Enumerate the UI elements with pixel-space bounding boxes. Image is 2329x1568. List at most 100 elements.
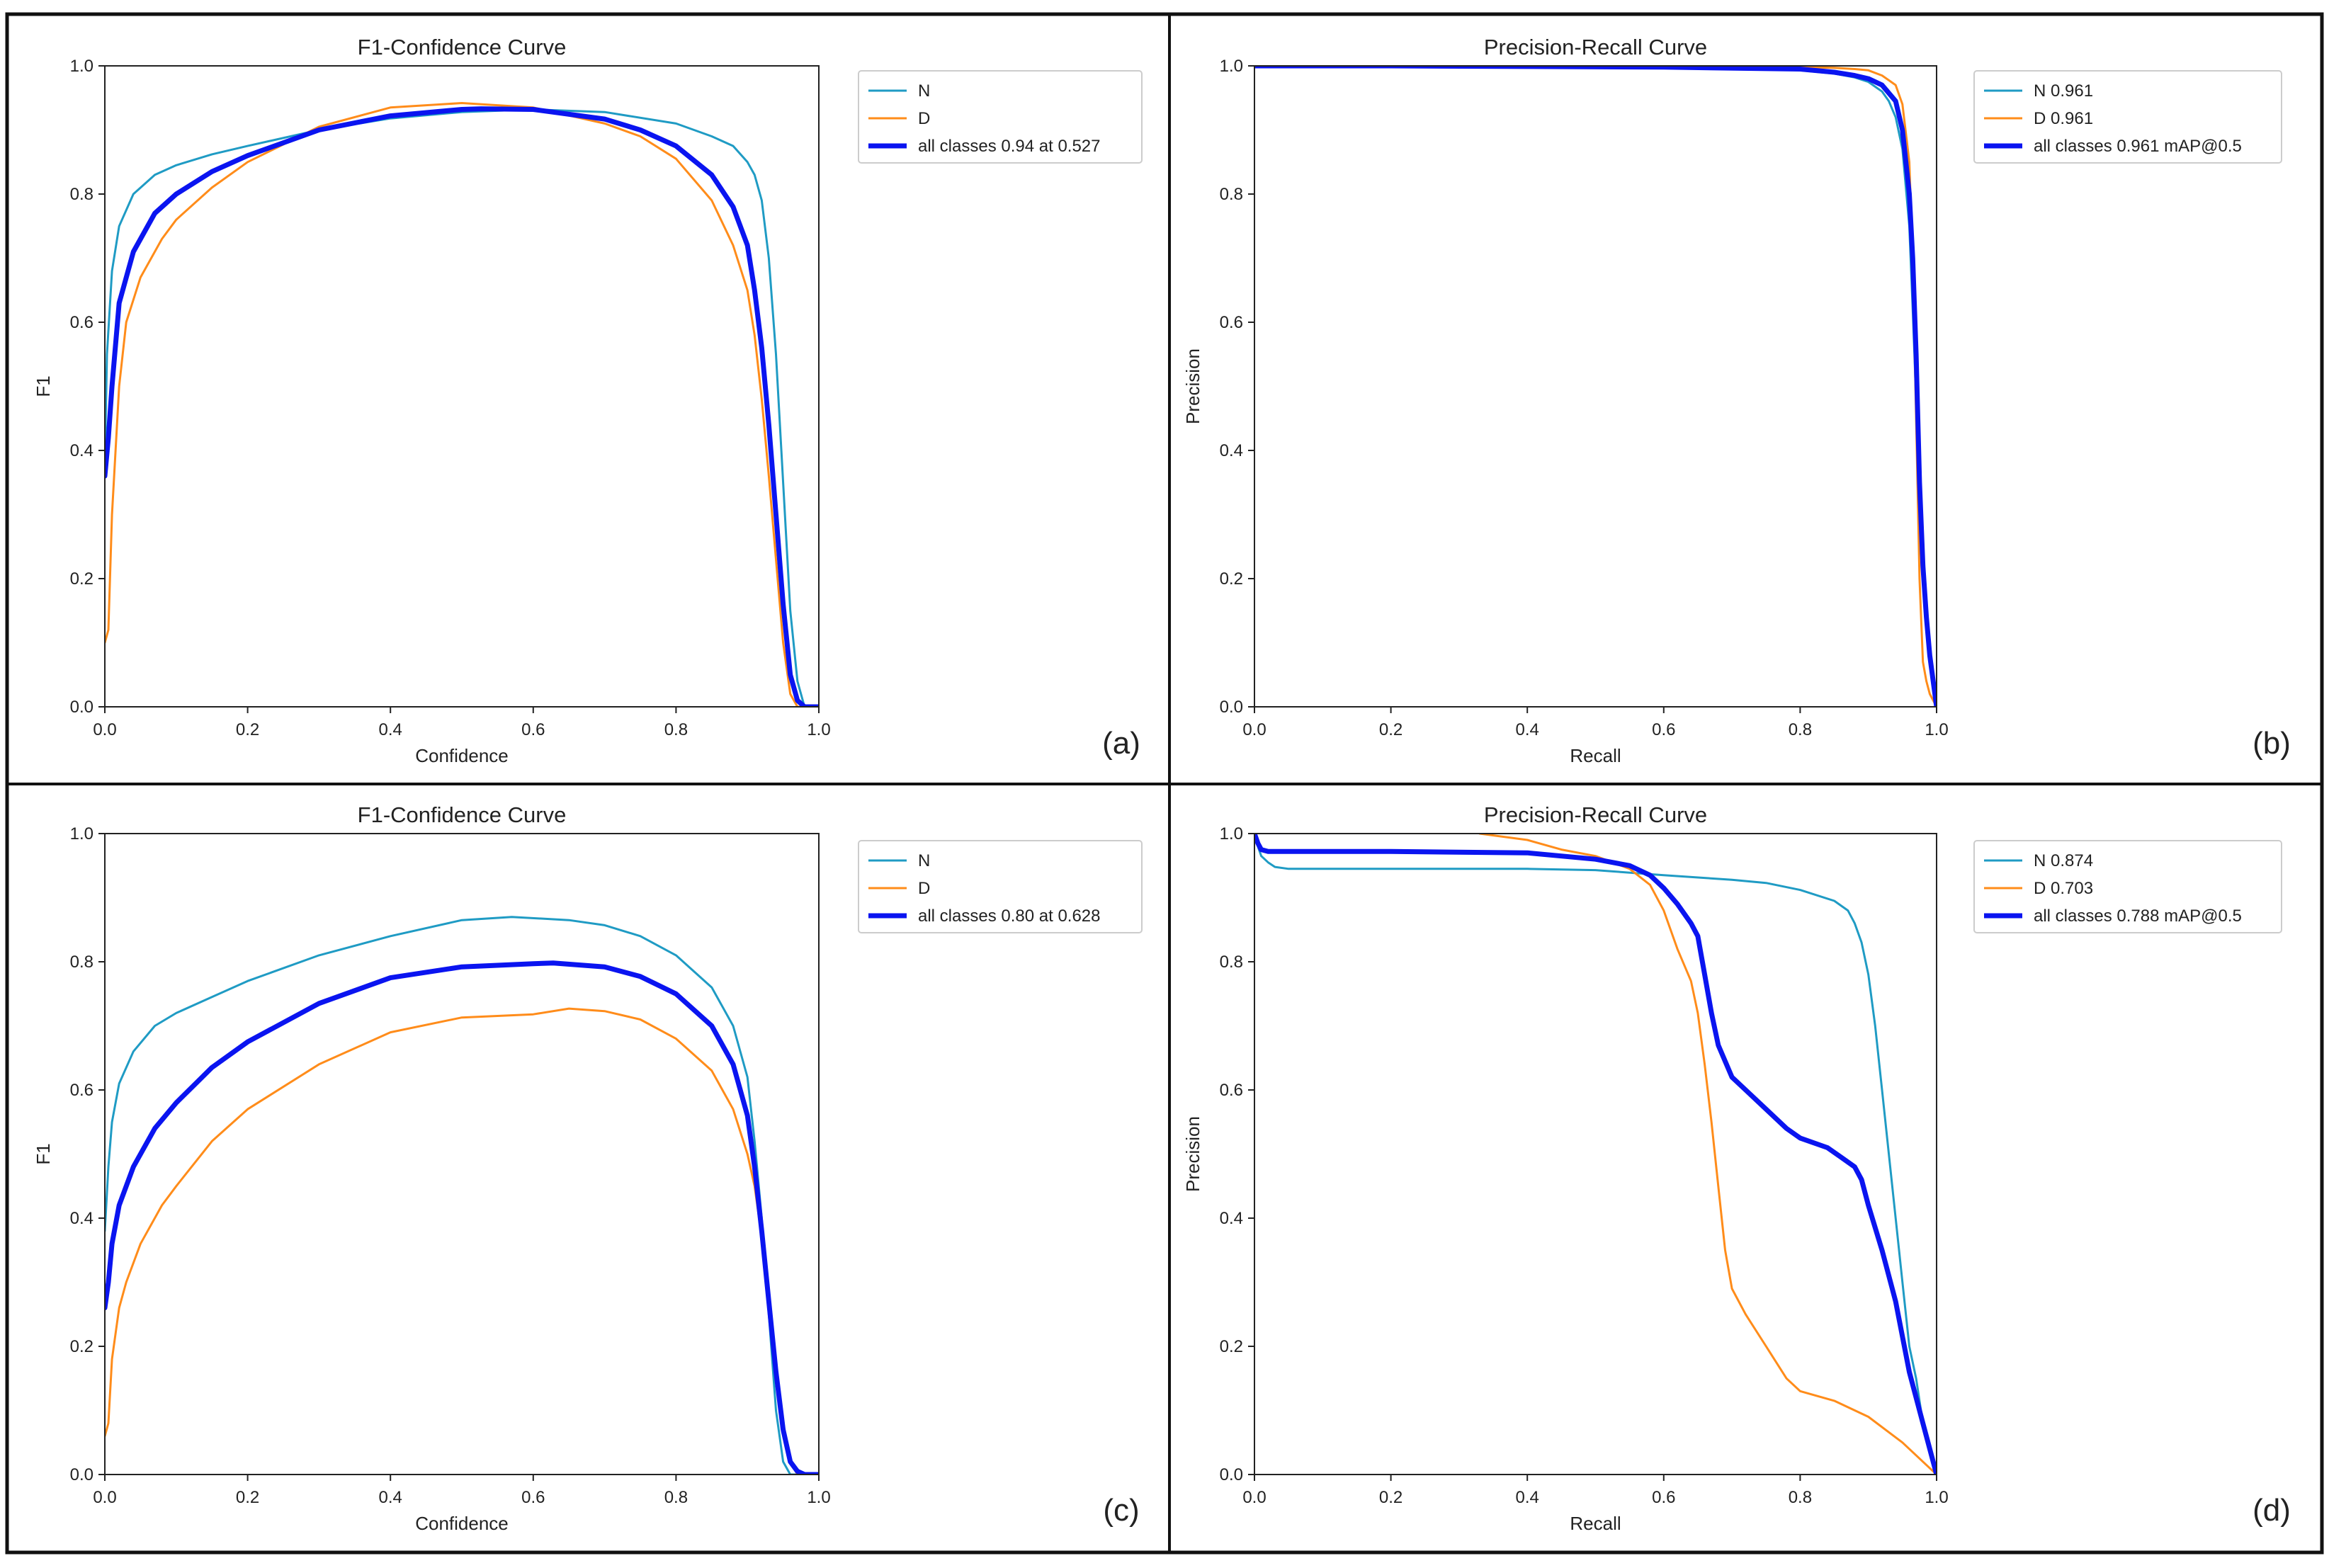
series-lines (1254, 66, 1937, 707)
y-tick-label: 0.4 (70, 441, 94, 460)
x-tick-label: 0.6 (1652, 1488, 1675, 1507)
y-axis-label: Precision (1182, 348, 1203, 424)
legend-label: N 0.874 (2034, 851, 2093, 870)
legend-label: all classes 0.80 at 0.628 (918, 907, 1101, 926)
legend-label: all classes 0.961 mAP@0.5 (2034, 137, 2242, 156)
y-tick-label: 0.4 (1220, 1209, 1243, 1228)
x-tick-label: 0.8 (664, 720, 688, 739)
series-line-all (1254, 66, 1937, 707)
y-tick-label: 0.2 (70, 1337, 94, 1356)
x-tick-label: 0.2 (1379, 720, 1402, 739)
legend-label: D 0.703 (2034, 879, 2093, 898)
chart-title: Precision-Recall Curve (1484, 35, 1707, 59)
x-tick-label: 0.6 (521, 720, 545, 739)
x-axis-label: Confidence (415, 745, 509, 766)
panel-label: (d) (2252, 1493, 2291, 1528)
y-tick-label: 0.8 (1220, 185, 1243, 204)
y-tick-label: 0.0 (1220, 698, 1243, 717)
chart-title: F1-Confidence Curve (358, 35, 567, 59)
series-lines (105, 102, 819, 707)
legend-label: D (918, 879, 930, 898)
legend-label: N 0.961 (2034, 81, 2093, 101)
y-tick-label: 1.0 (70, 57, 94, 76)
x-tick-label: 0.0 (1242, 720, 1266, 739)
y-axis-label: Precision (1182, 1116, 1203, 1192)
y-tick-label: 0.2 (1220, 1337, 1243, 1356)
legend-label: D (918, 109, 930, 128)
y-tick-label: 0.4 (70, 1209, 94, 1228)
plot-area (104, 65, 820, 708)
x-tick-label: 0.6 (1652, 720, 1675, 739)
legend-box (858, 840, 1143, 933)
x-axis-label: Recall (1570, 745, 1621, 766)
legend-label: N (918, 851, 930, 870)
y-tick-label: 1.0 (70, 824, 94, 843)
series-lines (105, 916, 819, 1475)
plot-area (1254, 65, 1937, 708)
y-tick-label: 1.0 (1220, 824, 1243, 843)
legend-box (1973, 840, 2282, 933)
y-tick-label: 0.6 (70, 1081, 94, 1100)
y-tick-label: 0.6 (70, 313, 94, 332)
series-line-D (105, 102, 819, 707)
x-tick-label: 0.2 (236, 720, 259, 739)
x-tick-label: 0.2 (236, 1488, 259, 1507)
x-tick-label: 1.0 (1925, 720, 1948, 739)
y-tick-label: 0.6 (1220, 1081, 1243, 1100)
chart-panel-4: 0.0 0.2 0.4 0.6 0.8 1.0 0.0 0.2 0.4 0.6 0.8 1.0 Prec… (1182, 802, 2291, 1534)
y-tick-label: 0.4 (1220, 441, 1243, 460)
series-line-D (1254, 66, 1937, 707)
x-tick-label: 0.4 (379, 1488, 402, 1507)
series-line-all (105, 960, 819, 1475)
legend-label: D 0.961 (2034, 109, 2093, 128)
series-line-N (105, 916, 819, 1475)
x-tick-label: 1.0 (807, 1488, 830, 1507)
y-axis-label: F1 (33, 375, 54, 397)
x-tick-label: 0.4 (1516, 720, 1539, 739)
legend-label: all classes 0.94 at 0.527 (918, 137, 1101, 156)
y-tick-label: 0.2 (70, 569, 94, 589)
x-tick-label: 0.2 (1379, 1488, 1402, 1507)
x-tick-label: 1.0 (807, 720, 830, 739)
panel-label: (a) (1102, 726, 1140, 761)
chart-title: F1-Confidence Curve (358, 802, 567, 827)
y-tick-label: 0.0 (1220, 1465, 1243, 1484)
series-line-all (1254, 834, 1937, 1475)
legend-label: N (918, 81, 930, 101)
x-axis-label: Recall (1570, 1513, 1621, 1534)
legend-box (1973, 70, 2282, 164)
panel-label: (c) (1103, 1493, 1139, 1528)
panels-layer: 0.0 0.2 0.4 0.6 0.8 1.0 0.0 0.2 0.4 0.6 0.8 1.0 F1-C… (33, 35, 2291, 1534)
series-line-N (1254, 834, 1937, 1475)
x-tick-label: 0.0 (93, 720, 116, 739)
y-tick-label: 0.8 (1220, 953, 1243, 972)
series-line-all (105, 106, 819, 707)
y-tick-label: 0.0 (70, 1465, 94, 1484)
legend: N 0.874 D 0.703 all classes 0.788 mAP@0.5 (1973, 840, 2282, 933)
plot-area (1254, 833, 1937, 1475)
y-tick-label: 0.8 (70, 185, 94, 204)
x-tick-label: 0.8 (1789, 720, 1812, 739)
legend-box (858, 70, 1143, 164)
chart-title: Precision-Recall Curve (1484, 802, 1707, 827)
y-tick-label: 0.6 (1220, 313, 1243, 332)
x-tick-label: 1.0 (1925, 1488, 1948, 1507)
legend-label: all classes 0.788 mAP@0.5 (2034, 907, 2242, 926)
chart-panel-3: 0.0 0.2 0.4 0.6 0.8 1.0 0.0 0.2 0.4 0.6 0.8 1.0 F1-C… (33, 802, 1143, 1534)
plot-area (104, 833, 820, 1475)
x-tick-label: 0.4 (1516, 1488, 1539, 1507)
y-tick-label: 0.8 (70, 953, 94, 972)
x-tick-label: 0.0 (1242, 1488, 1266, 1507)
x-axis-label: Confidence (415, 1513, 509, 1534)
chart-panel-1: 0.0 0.2 0.4 0.6 0.8 1.0 0.0 0.2 0.4 0.6 0.8 1.0 F1-C… (33, 35, 1143, 766)
x-tick-label: 0.0 (93, 1488, 116, 1507)
y-axis-label: F1 (33, 1143, 54, 1164)
y-tick-label: 0.0 (70, 698, 94, 717)
x-tick-label: 0.4 (379, 720, 402, 739)
y-tick-label: 1.0 (1220, 57, 1243, 76)
x-tick-label: 0.8 (664, 1488, 688, 1507)
x-tick-label: 0.6 (521, 1488, 545, 1507)
